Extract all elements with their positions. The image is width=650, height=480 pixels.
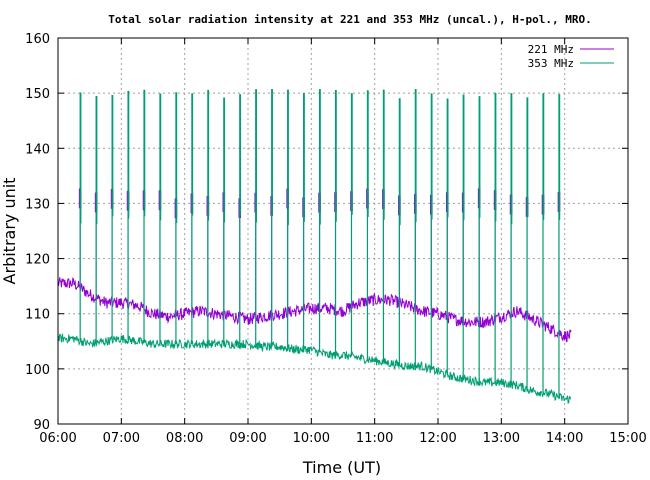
x-tick-label: 08:00: [166, 431, 203, 446]
y-tick-label: 100: [25, 363, 50, 378]
x-tick-label: 10:00: [293, 431, 330, 446]
y-tick-label: 90: [33, 418, 50, 433]
spikes-1: [79, 88, 561, 398]
legend-label-353: 353 MHz: [528, 57, 574, 70]
x-tick-label: 12:00: [419, 431, 456, 446]
y-axis-label: Arbitrary unit: [0, 178, 19, 285]
y-tick-label: 160: [25, 32, 50, 47]
x-tick-label: 11:00: [356, 431, 393, 446]
legend-label-221: 221 MHz: [528, 43, 574, 56]
y-tick-label: 110: [25, 308, 50, 323]
y-tick-label: 120: [25, 253, 50, 268]
plot-border: [57, 37, 629, 425]
x-tick-label: 07:00: [103, 431, 140, 446]
x-tick-label: 09:00: [229, 431, 266, 446]
chart-title: Total solar radiation intensity at 221 a…: [108, 13, 591, 26]
x-axis-label: Time (UT): [302, 458, 381, 477]
series-line-1: [57, 332, 572, 405]
y-axis-ticks: 90 100 110 120 130 140 150 160: [25, 32, 628, 433]
y-tick-label: 140: [25, 142, 50, 157]
y-tick-label: 150: [25, 87, 50, 102]
x-tick-label: 15:00: [609, 431, 646, 446]
legend: 221 MHz 353 MHz: [528, 43, 614, 70]
x-tick-label: 06:00: [39, 431, 76, 446]
plot-series: [57, 88, 572, 405]
x-axis-ticks: 06:00 07:00 08:00 09:00 10:00 11:00 12:00 13:00…: [39, 38, 647, 446]
x-tick-label: 14:00: [546, 431, 583, 446]
grid-lines: [58, 38, 628, 424]
x-tick-label: 13:00: [483, 431, 520, 446]
series-line-0: [57, 277, 572, 343]
y-tick-label: 130: [25, 197, 50, 212]
